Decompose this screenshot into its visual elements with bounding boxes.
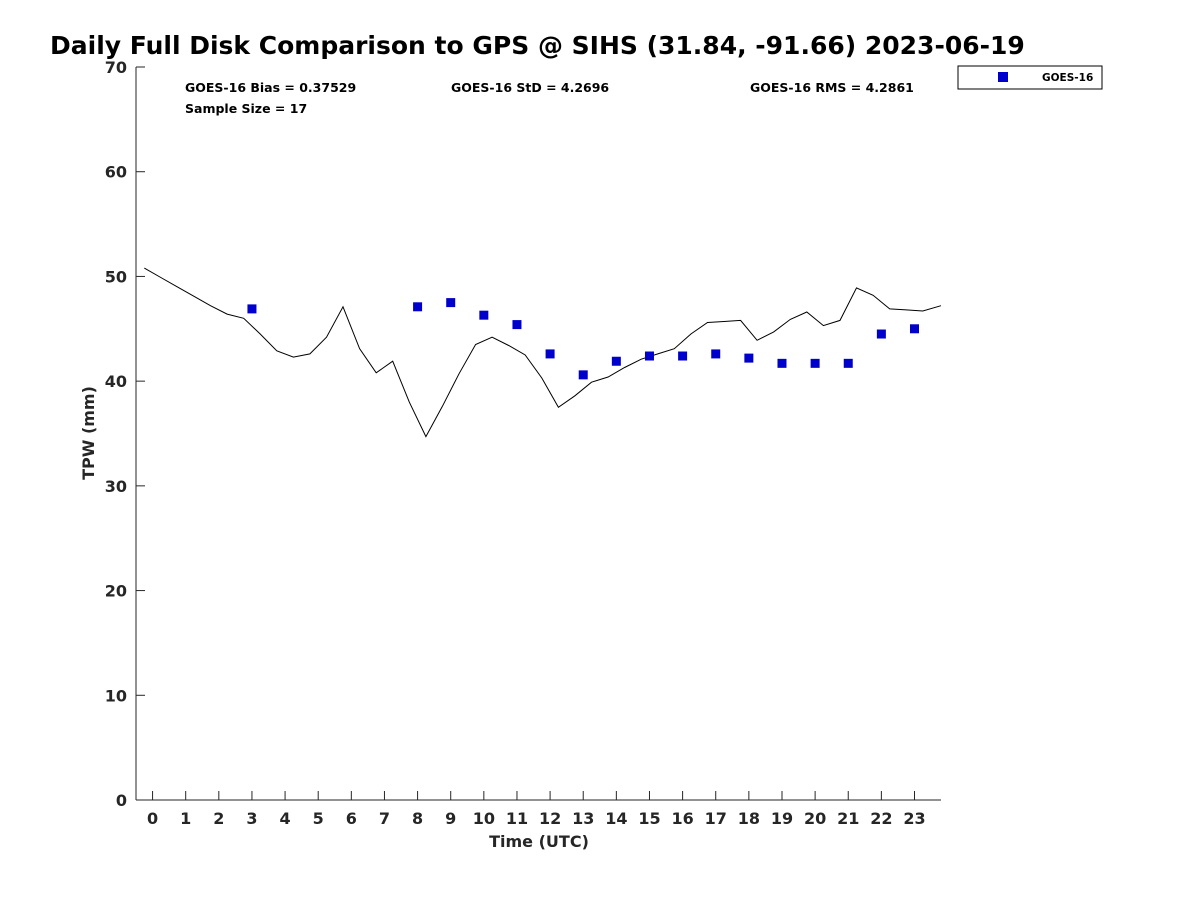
x-tick-label: 16 — [671, 809, 693, 828]
y-tick-label: 20 — [105, 582, 127, 601]
goes16-point — [446, 298, 456, 308]
x-tick-label: 10 — [473, 809, 495, 828]
x-tick-label: 12 — [539, 809, 561, 828]
x-tick-label: 3 — [246, 809, 257, 828]
stats-group: GOES-16 Bias = 0.37529 GOES-16 StD = 4.2… — [185, 80, 914, 116]
x-tick-label: 22 — [870, 809, 892, 828]
x-tick-label: 13 — [572, 809, 594, 828]
goes16-point — [909, 324, 919, 334]
y-tick-label: 10 — [105, 686, 127, 705]
x-tick-label: 19 — [771, 809, 793, 828]
legend-box — [957, 65, 1103, 90]
gps-line-series — [144, 267, 942, 438]
goes16-point — [777, 358, 787, 368]
goes16-point — [545, 349, 555, 359]
chart-title: Daily Full Disk Comparison to GPS @ SIHS… — [50, 31, 1025, 60]
goes16-point-series — [247, 298, 919, 380]
legend-label-goes16: GOES-16 — [1042, 72, 1093, 84]
y-tick-label: 40 — [105, 372, 127, 391]
x-tick-label: 17 — [705, 809, 727, 828]
goes16-point — [578, 370, 588, 380]
goes16-point — [644, 351, 654, 361]
x-tick-label: 15 — [638, 809, 660, 828]
goes16-point — [479, 310, 489, 320]
y-tick-label: 30 — [105, 477, 127, 496]
goes16-point — [711, 349, 721, 359]
axes — [135, 67, 941, 801]
stat-rms: GOES-16 RMS = 4.2861 — [750, 80, 914, 95]
x-tick-label: 2 — [213, 809, 224, 828]
goes16-point — [744, 353, 754, 363]
goes16-point — [876, 329, 886, 339]
y-tick-label: 60 — [105, 163, 127, 182]
x-tick-label: 4 — [280, 809, 291, 828]
x-tick-label: 7 — [379, 809, 390, 828]
x-axis-label: Time (UTC) — [489, 832, 589, 851]
goes16-point — [678, 351, 688, 361]
y-axis-label: TPW (mm) — [79, 386, 98, 480]
goes16-point — [247, 304, 257, 314]
x-axis-ticks: 0 1 2 3 4 5 6 7 8 9 10 11 12 13 14 15 16 17 18 19 20 21 22 23 — [147, 791, 926, 828]
goes16-point — [413, 302, 423, 312]
legend-marker-goes16 — [998, 72, 1008, 82]
gps-line — [144, 267, 942, 438]
stat-bias: GOES-16 Bias = 0.37529 — [185, 80, 356, 95]
y-tick-label: 50 — [105, 267, 127, 286]
x-tick-label: 18 — [738, 809, 760, 828]
y-tick-label: 0 — [116, 791, 127, 810]
y-tick-label: 70 — [105, 58, 127, 77]
y-axis-ticks: 0 10 20 30 40 50 60 70 — [105, 58, 145, 810]
goes16-point — [611, 356, 621, 366]
legend: GOES-16 — [957, 65, 1103, 90]
x-tick-label: 23 — [903, 809, 925, 828]
x-tick-label: 20 — [804, 809, 826, 828]
x-tick-label: 11 — [506, 809, 528, 828]
x-tick-label: 9 — [445, 809, 456, 828]
stat-std: GOES-16 StD = 4.2696 — [451, 80, 609, 95]
x-tick-label: 14 — [605, 809, 627, 828]
x-tick-label: 8 — [412, 809, 423, 828]
stat-sample-size: Sample Size = 17 — [185, 101, 307, 116]
x-tick-label: 1 — [180, 809, 191, 828]
goes16-point — [843, 358, 853, 368]
x-tick-label: 0 — [147, 809, 158, 828]
x-tick-label: 6 — [346, 809, 357, 828]
goes16-point — [810, 358, 820, 368]
goes16-point — [512, 320, 522, 330]
x-tick-label: 5 — [313, 809, 324, 828]
x-tick-label: 21 — [837, 809, 859, 828]
